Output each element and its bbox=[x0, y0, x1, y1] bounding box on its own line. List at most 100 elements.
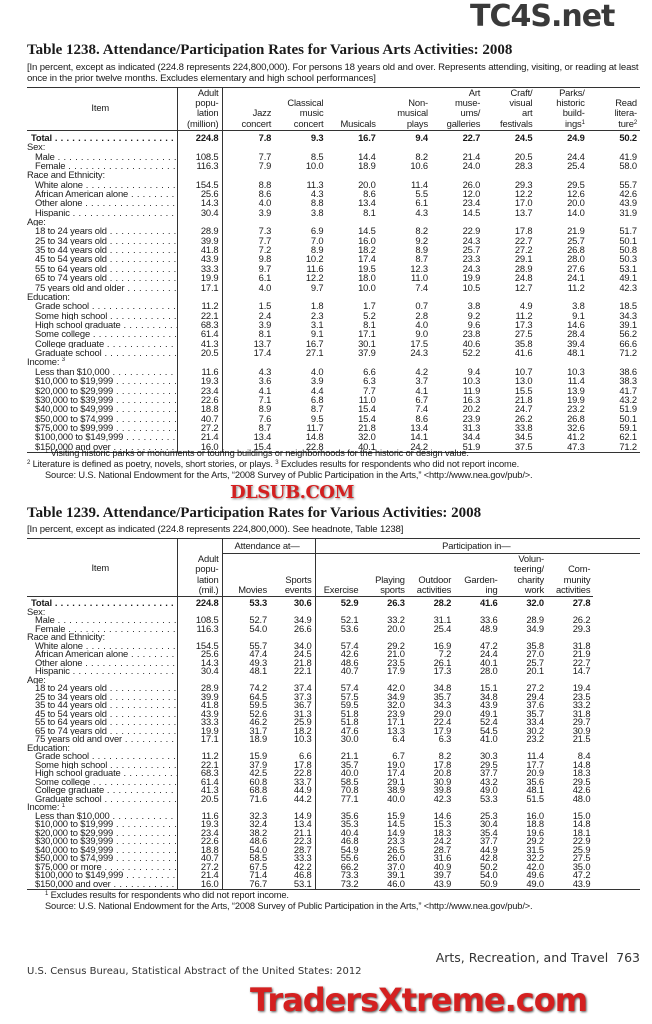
cell-value: 47.2 bbox=[479, 639, 498, 651]
cell-value: 67.5 bbox=[249, 860, 268, 872]
cell-value: 29.5 bbox=[567, 178, 585, 190]
cell-value: 42.3 bbox=[433, 792, 452, 804]
row-label: 35 to 44 years old bbox=[27, 701, 178, 710]
cell-value: 34.4 bbox=[462, 431, 481, 443]
cell-value: 42.0 bbox=[387, 682, 405, 693]
row-label: Education: bbox=[27, 743, 178, 752]
cell-value: 11.3 bbox=[306, 178, 324, 190]
cell-value: 28.0 bbox=[567, 253, 585, 265]
watermark-top: TC4S.net bbox=[470, 0, 615, 34]
cell-value: 41.7 bbox=[619, 384, 637, 396]
cell-value: 27.1 bbox=[305, 347, 324, 359]
row-label: $20,000 to $29,999 bbox=[27, 385, 178, 395]
source-note: Source: U.S. National Endowment for the … bbox=[45, 470, 533, 480]
cell-value bbox=[177, 291, 223, 302]
cell-value: 15.1 bbox=[479, 682, 498, 693]
row-label: 45 to 54 years old bbox=[27, 254, 178, 264]
cell-value: 66.6 bbox=[619, 337, 637, 349]
cell-value: 22.9 bbox=[462, 225, 481, 237]
cell-value: 7.4 bbox=[415, 403, 428, 415]
cell-value: 10.3 bbox=[567, 365, 585, 377]
cell-value bbox=[270, 675, 316, 684]
cell-value: 14.8 bbox=[572, 818, 591, 829]
cell-value: 47.2 bbox=[572, 869, 591, 880]
cell-value: 24.8 bbox=[514, 272, 533, 284]
cell-value: 8.8 bbox=[258, 178, 272, 190]
cell-value: 29.2 bbox=[387, 639, 405, 651]
cell-value: 10.6 bbox=[410, 159, 428, 171]
cell-value: 52.9 bbox=[340, 597, 359, 608]
cell-value: 49.3 bbox=[249, 656, 268, 668]
cell-value: 14.8 bbox=[305, 431, 324, 443]
cell-value: 23.5 bbox=[572, 690, 591, 702]
cell-value: 46.0 bbox=[387, 877, 405, 889]
cell-value: 42.6 bbox=[619, 187, 637, 199]
cell-value: 35.3 bbox=[340, 818, 359, 829]
cell-value: 30.6 bbox=[270, 596, 316, 608]
cell-value: 32.4 bbox=[249, 818, 268, 829]
cell-value: 30.4 bbox=[177, 207, 223, 217]
cell-value: 54.0 bbox=[249, 622, 268, 634]
cell-value: 8.2 bbox=[415, 225, 428, 237]
row-label: Grade school bbox=[27, 301, 178, 311]
cell-value: 23.9 bbox=[387, 707, 405, 719]
cell-value: 20.0 bbox=[567, 197, 585, 209]
cell-value: 42.3 bbox=[619, 281, 637, 293]
cell-value: 53.3 bbox=[479, 792, 498, 804]
cell-value: 48.1 bbox=[249, 665, 268, 676]
cell-value: 5.5 bbox=[415, 187, 428, 199]
cell-value: 30.2 bbox=[526, 724, 544, 736]
row-label: $50,000 to $74,999 bbox=[27, 854, 178, 863]
cell-value: 14.5 bbox=[462, 206, 481, 218]
cell-value: 24.7 bbox=[514, 403, 533, 415]
row-label: Education: bbox=[27, 291, 178, 302]
header-col: Adult popu- lation (million) bbox=[177, 87, 223, 131]
cell-value: 11.6 bbox=[306, 262, 324, 274]
cell-value: 9.7 bbox=[310, 281, 324, 293]
row-label: $75,000 or more bbox=[27, 862, 178, 871]
cell-value: 31.8 bbox=[572, 707, 591, 719]
cell-value bbox=[270, 633, 316, 642]
table-row: Less than $10,00011.6 32.314.9 35.6 15.9 14.… bbox=[27, 811, 640, 820]
cell-value: 16.0 bbox=[177, 442, 223, 453]
table-row: $30,000 to $39,99922.6 7.1 6.8 11.0 6.7 16.3 2… bbox=[27, 394, 640, 404]
cell-value: 68.3 bbox=[177, 768, 223, 778]
cell-value: 22.6 bbox=[177, 836, 223, 846]
cell-value: 39.1 bbox=[619, 319, 637, 330]
header-group-attendance: Attendance at— bbox=[222, 538, 316, 554]
cell-value: 18.3 bbox=[433, 826, 452, 838]
source-note: Source: U.S. National Endowment for the … bbox=[45, 901, 533, 911]
row-label: African American alone bbox=[27, 650, 178, 659]
row-label: Some college bbox=[27, 777, 178, 786]
cell-value: 35.8 bbox=[514, 337, 533, 349]
cell-value: 40.0 bbox=[340, 767, 359, 778]
cell-value: 24.4 bbox=[567, 150, 585, 162]
cell-value: 3.6 bbox=[258, 375, 272, 387]
cell-value: 8.2 bbox=[438, 750, 452, 761]
cell-value: 19.6 bbox=[526, 826, 544, 838]
cell-value: 19.4 bbox=[572, 682, 591, 693]
header-col: Adult popu- lation (mil.) bbox=[177, 538, 223, 597]
header-col: Musicals bbox=[326, 87, 379, 131]
cell-value: 21.9 bbox=[572, 648, 591, 659]
cell-value: 25.9 bbox=[572, 843, 591, 855]
cell-value: 49.6 bbox=[526, 869, 544, 880]
cell-value: 33.3 bbox=[177, 263, 223, 273]
row-label: Female bbox=[27, 624, 178, 633]
cell-value: 47.6 bbox=[340, 724, 359, 736]
cell-value: 71.2 bbox=[619, 440, 637, 452]
cell-value: 13.7 bbox=[253, 337, 272, 349]
cell-value: 24.3 bbox=[410, 347, 428, 359]
table-row: Grade school11.2 15.96.6 21.1 6.7 8.2 30.3 11.… bbox=[27, 750, 640, 761]
cell-value: 12.2 bbox=[305, 272, 324, 284]
cell-value: 41.8 bbox=[177, 700, 223, 710]
cell-value: 23.4 bbox=[177, 385, 223, 395]
cell-value: 7.7 bbox=[258, 150, 272, 162]
footnote: 1 Visiting historic parks or monuments o… bbox=[45, 448, 469, 458]
cell-value: 22.1 bbox=[177, 760, 223, 769]
cell-value: 52.2 bbox=[462, 347, 481, 359]
table-row: $150,000 and over16.0 76.753.1 73.2 46.0 43.… bbox=[27, 877, 640, 890]
cell-value: 47.4 bbox=[249, 648, 268, 659]
cell-value: 51.8 bbox=[340, 707, 359, 719]
table-row: Male108.5 52.734.9 52.1 33.2 31.1 33.6 28.9 26.… bbox=[27, 615, 640, 625]
